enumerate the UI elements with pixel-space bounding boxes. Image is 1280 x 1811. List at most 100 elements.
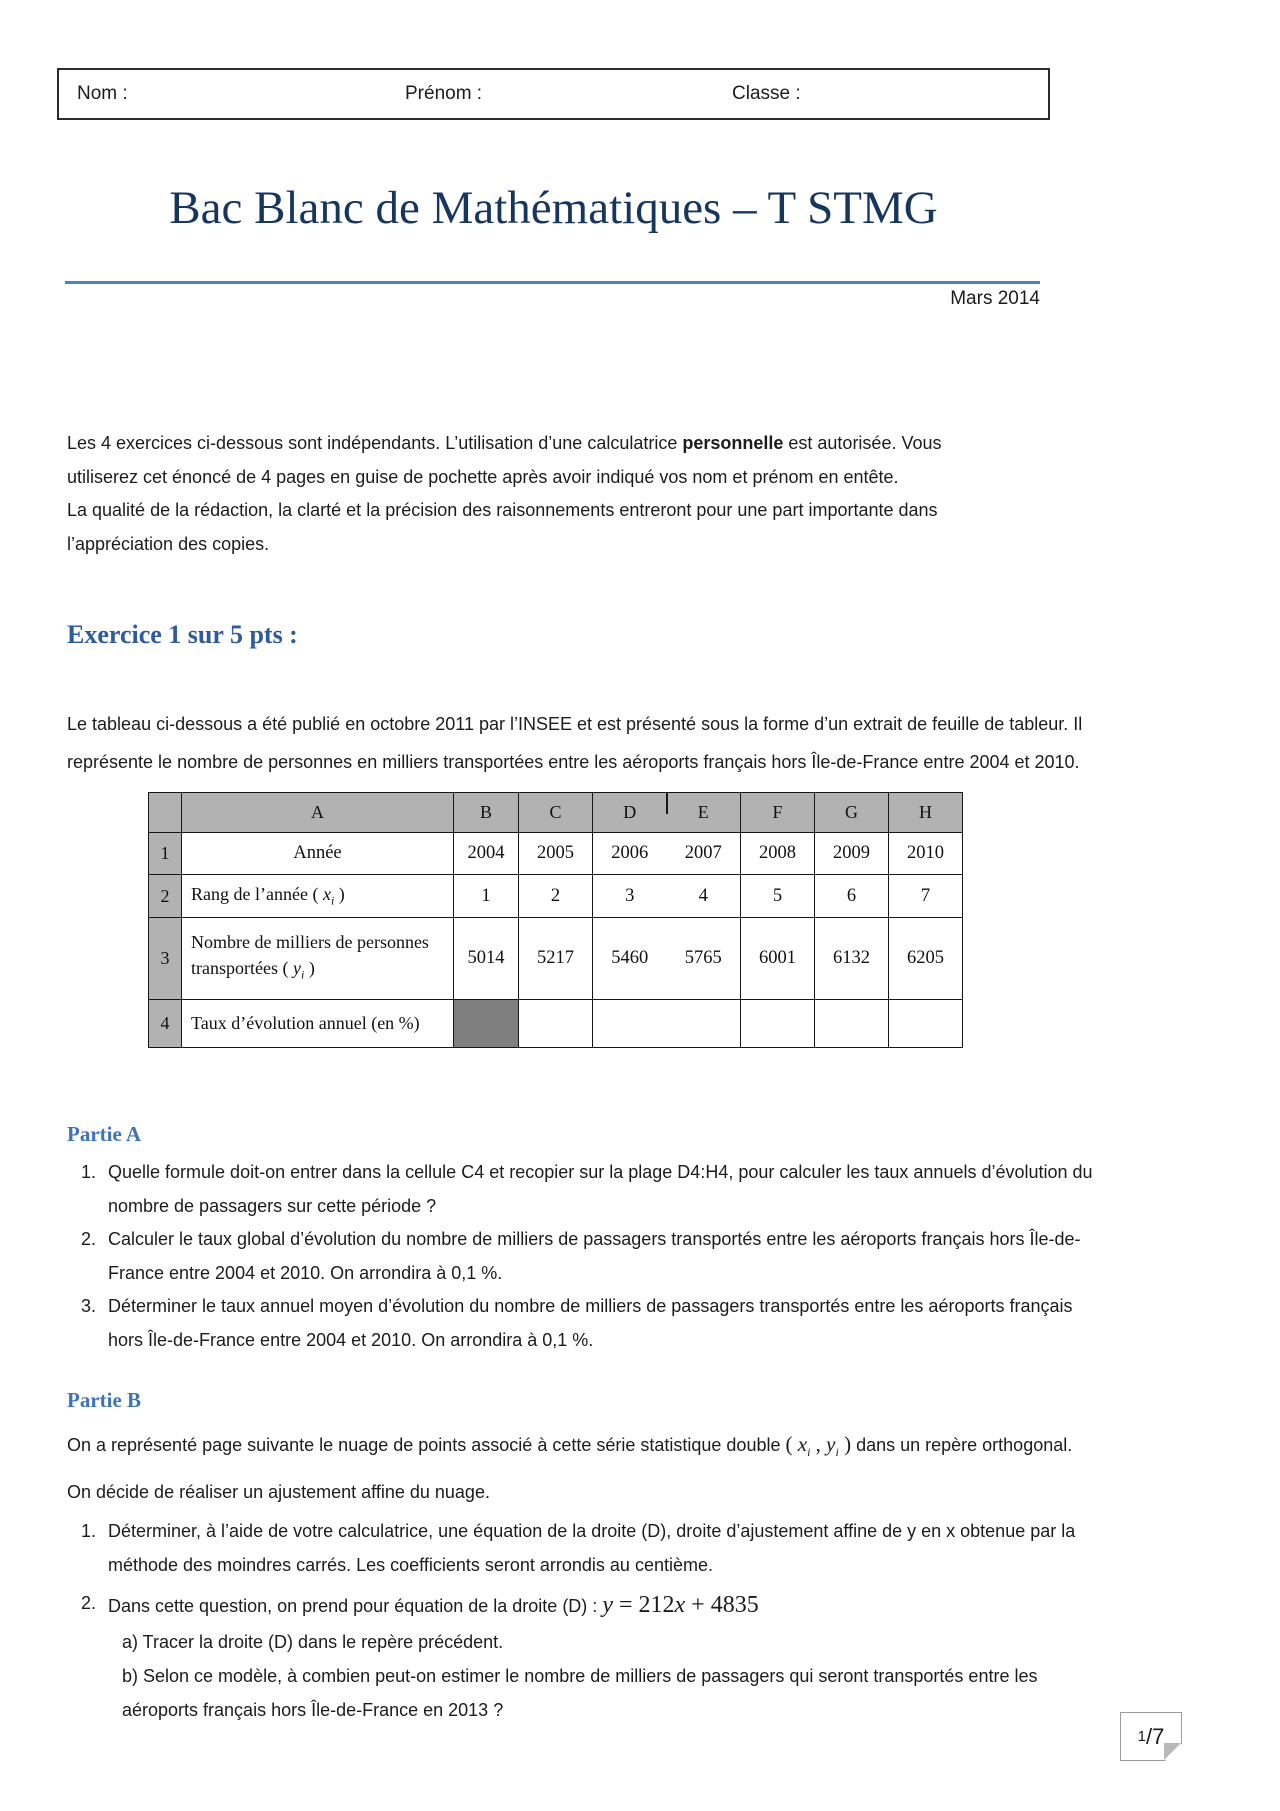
- value-cell: 5014: [453, 917, 519, 1000]
- equation-coefficient: 212: [638, 1592, 675, 1618]
- text-line: La qualité de la rédaction, la clarté et…: [67, 500, 938, 520]
- title-underline: [65, 281, 1040, 284]
- empty-cell: [740, 999, 815, 1048]
- item-text: Dans cette question, on prend pour équat…: [108, 1586, 759, 1625]
- empty-cell: [592, 999, 667, 1048]
- text-line: hors Île-de-France entre 2004 et 2010. O…: [108, 1329, 594, 1350]
- partie-b-list: 1. Déterminer, à l’aide de votre calcula…: [67, 1514, 1075, 1727]
- list-item: 2. Dans cette question, on prend pour éq…: [67, 1586, 1075, 1625]
- page-number-current: 1: [1137, 1728, 1146, 1745]
- page-fold-icon: [1164, 1743, 1181, 1760]
- text-line: Déterminer, à l’aide de votre calculatri…: [108, 1521, 1076, 1541]
- math-x: x: [322, 883, 331, 904]
- list-item: 2. Calculer le taux global d’évolution d…: [67, 1223, 1093, 1290]
- math-subscript: i: [835, 1445, 839, 1460]
- math-y: y: [292, 958, 301, 979]
- text-line: On décide de réaliser un ajustement affi…: [67, 1482, 490, 1503]
- column-letter-cell: B: [453, 792, 519, 833]
- math-comma: ,: [810, 1432, 827, 1456]
- item-number: 2.: [81, 1593, 97, 1613]
- value-cell: 5217: [518, 917, 593, 1000]
- column-letter-cell: F: [740, 792, 815, 833]
- value-cell: 2007: [666, 832, 741, 875]
- equation-y: y: [602, 1592, 613, 1618]
- intro-text: Les 4 exercices ci-dessous sont indépend…: [67, 433, 683, 453]
- text-line: Les 4 exercices ci-dessous sont indépend…: [67, 427, 942, 461]
- text-line: Dans cette question, on prend pour équat…: [108, 1586, 759, 1625]
- value-cell: 2009: [814, 832, 889, 875]
- equation-x: x: [674, 1592, 686, 1618]
- label-text: ): [304, 958, 315, 979]
- value-cell: 2005: [518, 832, 593, 875]
- list-item: 1. Quelle formule doit-on entrer dans la…: [67, 1156, 1093, 1223]
- item-number: 2.: [81, 1229, 97, 1249]
- value-cell: 5765: [666, 917, 741, 1000]
- value-cell: 2008: [740, 832, 815, 875]
- value-cell: 7: [888, 874, 963, 918]
- partie-a-heading: Partie A: [67, 1122, 142, 1146]
- empty-cell: [666, 999, 741, 1048]
- text-line: a) Tracer la droite (D) dans le repère p…: [122, 1632, 504, 1652]
- paragraph-text: dans un repère orthogonal.: [851, 1435, 1073, 1455]
- text-line: France entre 2004 et 2010. On arrondira …: [108, 1262, 503, 1283]
- value-cell: 5460: [592, 917, 667, 1000]
- label-text: Rang de l’année (: [191, 883, 323, 904]
- text-line: Le tableau ci-dessous a été publié en oc…: [67, 714, 1083, 734]
- intro-paragraph: Les 4 exercices ci-dessous sont indépend…: [67, 427, 942, 561]
- text-line: utiliserez cet énoncé de 4 pages en guis…: [67, 466, 899, 487]
- partie-a-list: 1. Quelle formule doit-on entrer dans la…: [67, 1156, 1093, 1357]
- column-letter-cell: A: [181, 792, 454, 833]
- classe-label: Classe :: [732, 83, 801, 104]
- text-line: On a représenté page suivante le nuage d…: [67, 1424, 1072, 1472]
- table-row: 1 Année 2004 2005 2006 2007 2008 2009 20…: [148, 832, 963, 875]
- text-line: l’appréciation des copies.: [67, 533, 270, 554]
- corner-cell: [148, 792, 182, 833]
- table-row: 4 Taux d’évolution annuel (en %): [148, 999, 963, 1048]
- math-xy-notation: ( xi , yi ): [785, 1432, 852, 1460]
- value-cell: 6001: [740, 917, 815, 1000]
- text-line: Calculer le taux global d’évolution du n…: [108, 1229, 1081, 1249]
- prenom-label: Prénom :: [405, 83, 483, 104]
- row-label-cell: Nombre de milliers de personnes transpor…: [181, 917, 454, 1000]
- row-number-cell: 1: [148, 832, 182, 875]
- selected-cell-b4: [453, 999, 519, 1048]
- math-paren: (: [785, 1432, 798, 1456]
- text-line: Déterminer le taux annuel moyen d’évolut…: [108, 1296, 1073, 1316]
- page-title: Bac Blanc de Mathématiques – T STMG: [169, 182, 938, 234]
- label-text: ): [334, 883, 345, 904]
- empty-cell: [518, 999, 593, 1048]
- item-number: 1.: [81, 1521, 97, 1541]
- math-x: x: [797, 1432, 808, 1456]
- intro-text: est autorisée. Vous: [783, 433, 942, 453]
- label-text: Nombre de milliers de personnes: [191, 932, 429, 953]
- math-paren: ): [838, 1432, 852, 1456]
- table-row: 2 Rang de l’année ( xi ) 1 2 3 4 5 6 7: [148, 874, 963, 918]
- value-cell: 6205: [888, 917, 963, 1000]
- value-cell: 2006: [592, 832, 667, 875]
- equation-equals: =: [612, 1592, 639, 1618]
- value-cell: 2004: [453, 832, 519, 875]
- partie-b-paragraph: On a représenté page suivante le nuage d…: [67, 1424, 1072, 1512]
- empty-cell: [888, 999, 963, 1048]
- column-letter-cell: C: [518, 792, 593, 833]
- sub-item-b: b) Selon ce modèle, à combien peut-on es…: [122, 1659, 1075, 1727]
- column-letters-row: A B C D E F G H: [148, 792, 963, 833]
- exercise1-heading: Exercice 1 sur 5 pts :: [67, 620, 298, 649]
- item-text: Déterminer, à l’aide de votre calculatri…: [108, 1514, 1075, 1582]
- value-cell: 6: [814, 874, 889, 918]
- sub-item-a: a) Tracer la droite (D) dans le repère p…: [122, 1625, 1075, 1659]
- value-cell: 5: [740, 874, 815, 918]
- row-label-cell: Rang de l’année ( xi ): [181, 874, 454, 918]
- value-cell: 6132: [814, 917, 889, 1000]
- column-letter-cell: D: [592, 792, 668, 833]
- math-subscript: i: [330, 893, 335, 908]
- page-number-tab: 1/7: [1120, 1712, 1182, 1761]
- item-text: Calculer le taux global d’évolution du n…: [108, 1223, 1081, 1290]
- list-item: 1. Déterminer, à l’aide de votre calcula…: [67, 1514, 1075, 1582]
- page-number-total: /7: [1145, 1723, 1165, 1749]
- value-cell: 2010: [888, 832, 963, 875]
- text-line: b) Selon ce modèle, à combien peut-on es…: [122, 1666, 1038, 1686]
- text-line: Quelle formule doit-on entrer dans la ce…: [108, 1162, 1093, 1182]
- nom-label: Nom :: [77, 83, 128, 104]
